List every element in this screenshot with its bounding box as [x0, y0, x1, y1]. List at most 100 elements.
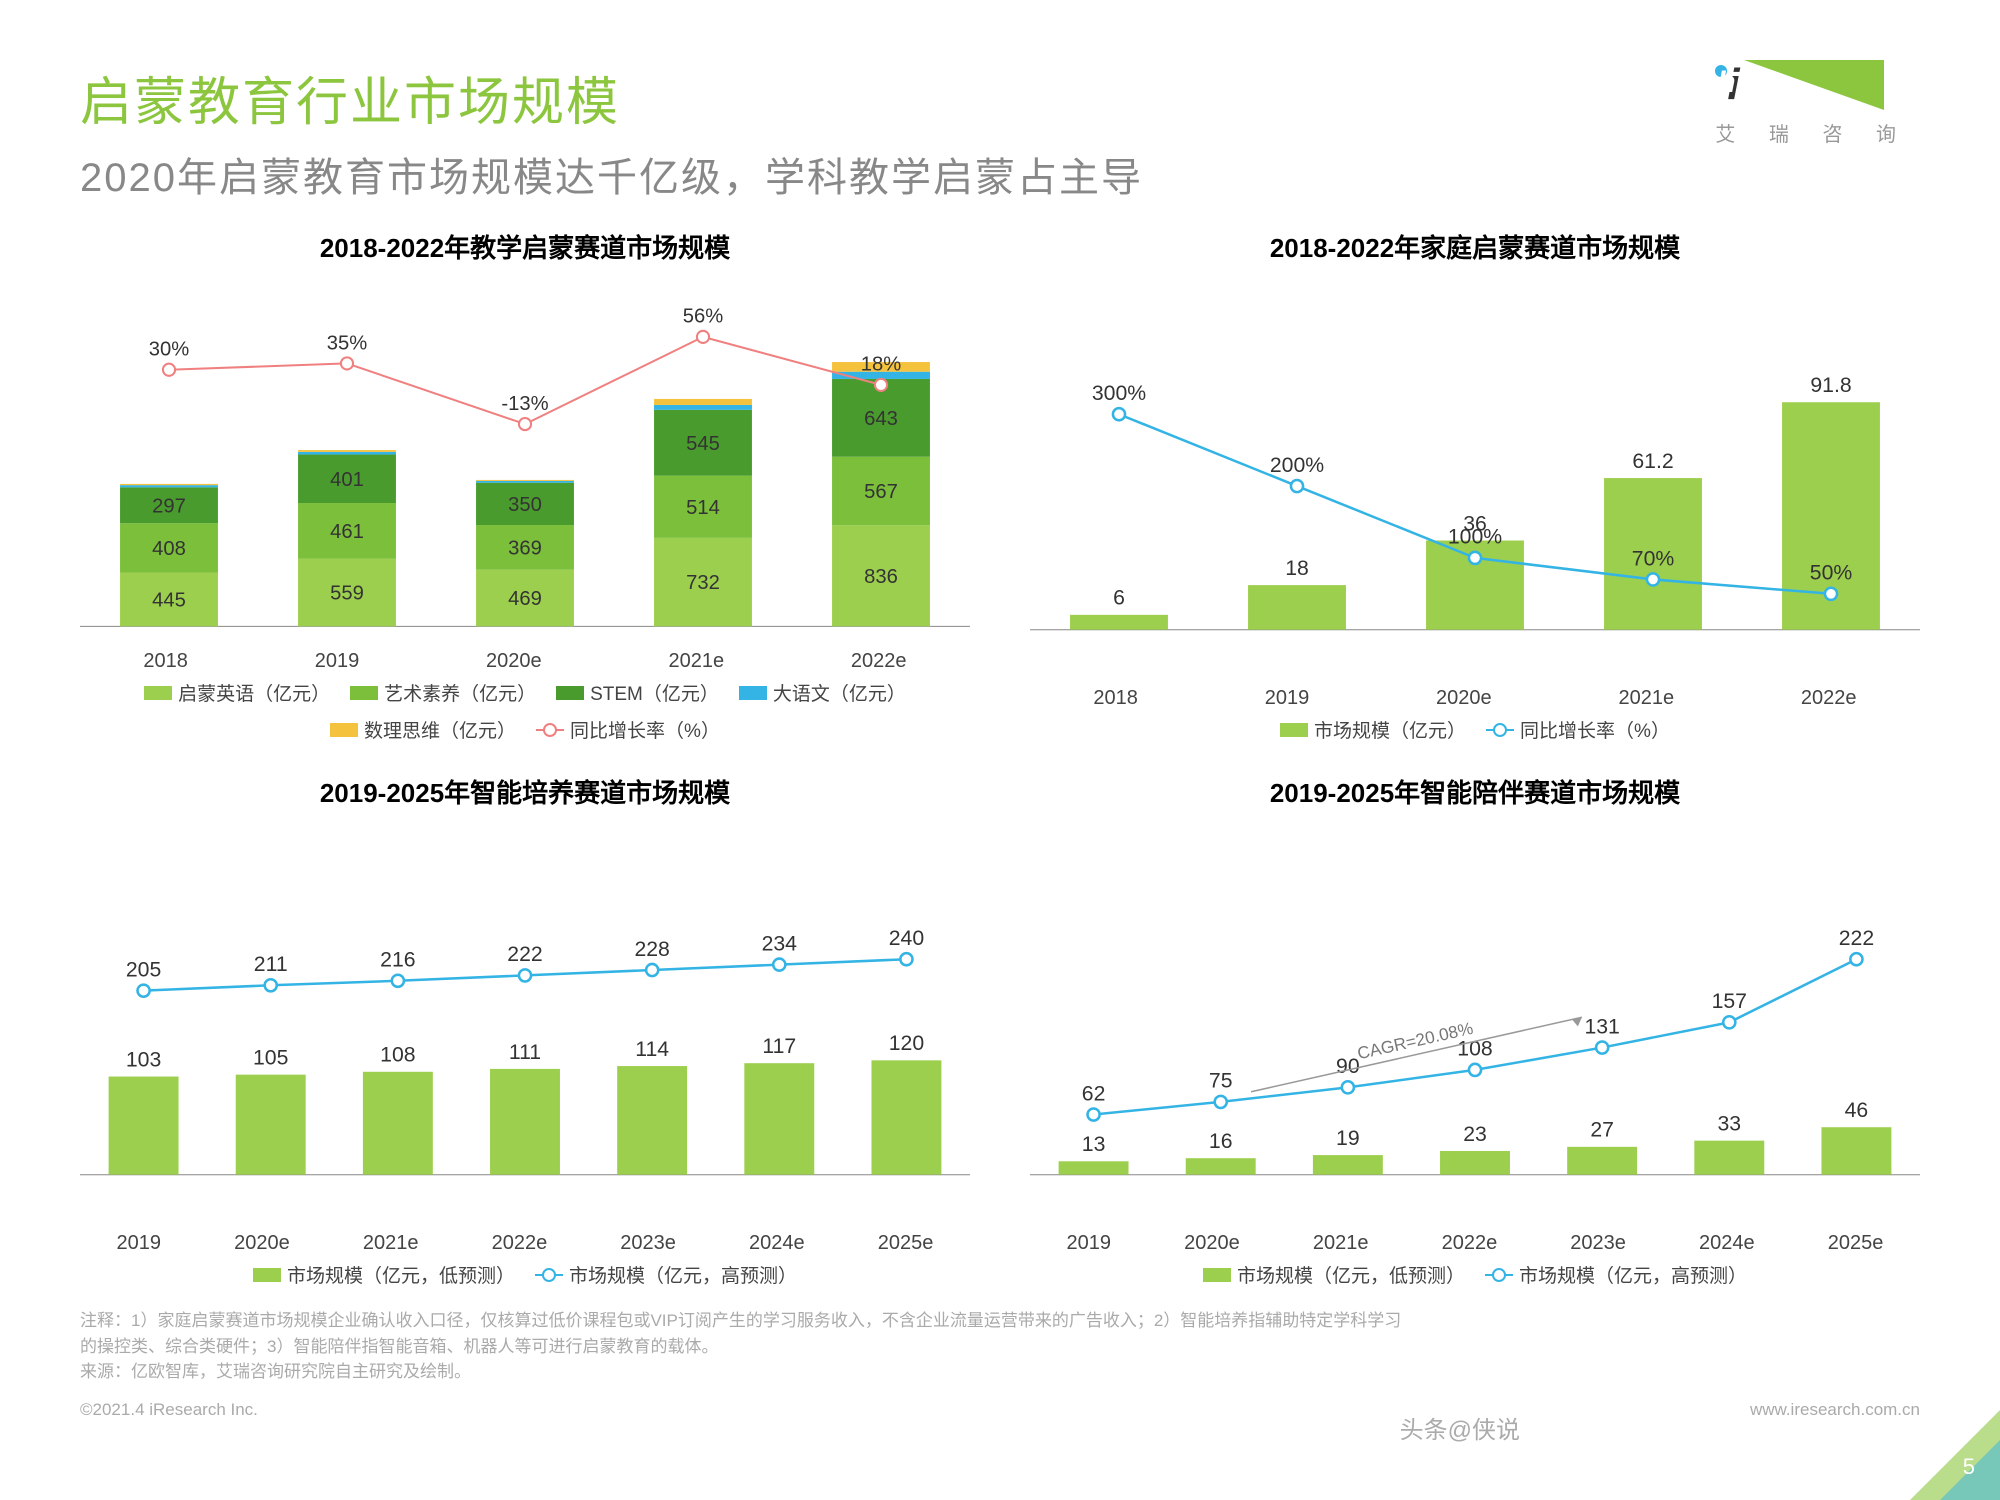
- svg-text:408: 408: [152, 538, 186, 560]
- svg-text:240: 240: [889, 927, 924, 950]
- page-subtitle: 2020年启蒙教育市场规模达千亿级，学科教学启蒙占主导: [80, 145, 1920, 203]
- svg-text:732: 732: [686, 572, 720, 594]
- svg-text:108: 108: [380, 1044, 415, 1067]
- x-label: 2022e: [1801, 687, 1857, 710]
- svg-text:157: 157: [1712, 990, 1747, 1013]
- plot1: 4454082975594614014693693507325145458365…: [80, 275, 970, 644]
- x-label: 2022e: [1442, 1232, 1498, 1255]
- chart-family-track: 2018-2022年家庭启蒙赛道市场规模 6183661.291.8300%20…: [1030, 228, 1920, 743]
- x-label: 2024e: [1699, 1232, 1755, 1255]
- svg-text:46: 46: [1845, 1099, 1869, 1122]
- x-label: 2020e: [1184, 1232, 1240, 1255]
- svg-text:111: 111: [509, 1041, 541, 1064]
- svg-text:461: 461: [330, 521, 364, 543]
- svg-text:16: 16: [1209, 1130, 1233, 1153]
- svg-text:131: 131: [1584, 1015, 1619, 1038]
- chart-title: 2018-2022年教学启蒙赛道市场规模: [80, 228, 970, 265]
- svg-text:297: 297: [152, 495, 186, 517]
- x-label: 2019: [315, 650, 360, 673]
- svg-text:75: 75: [1209, 1070, 1233, 1093]
- svg-text:514: 514: [686, 497, 720, 519]
- svg-text:90: 90: [1336, 1055, 1360, 1078]
- x-label: 2024e: [749, 1232, 805, 1255]
- svg-text:56%: 56%: [683, 306, 723, 328]
- legend-item: STEM（亿元）: [556, 679, 719, 706]
- x-label: 2023e: [1570, 1232, 1626, 1255]
- legend-item: 市场规模（亿元，高预测）: [535, 1261, 797, 1288]
- legend-item: 数理思维（亿元）: [330, 716, 516, 743]
- legend-item: 同比增长率（%）: [1486, 716, 1670, 743]
- svg-text:13: 13: [1082, 1133, 1106, 1156]
- svg-text:643: 643: [864, 408, 898, 430]
- svg-text:216: 216: [380, 949, 415, 972]
- svg-text:205: 205: [126, 959, 161, 982]
- legend-item: 启蒙英语（亿元）: [144, 679, 330, 706]
- svg-text:234: 234: [762, 932, 798, 955]
- plot4: 13161923273346627590108131157222CAGR=20.…: [1030, 820, 1920, 1226]
- svg-text:836: 836: [864, 566, 898, 588]
- x-label: 2023e: [620, 1232, 676, 1255]
- svg-text:30%: 30%: [149, 339, 189, 361]
- svg-text:19: 19: [1336, 1127, 1360, 1150]
- watermark: 头条@侠说: [1400, 1410, 1520, 1445]
- svg-text:120: 120: [889, 1032, 924, 1055]
- svg-text:91.8: 91.8: [1810, 374, 1851, 397]
- chart-teaching-track: 2018-2022年教学启蒙赛道市场规模 445 408 297 559 461 401 4…: [80, 228, 970, 743]
- x-label: 2021e: [1313, 1232, 1369, 1255]
- svg-text:200%: 200%: [1270, 454, 1324, 477]
- svg-text:114: 114: [635, 1038, 669, 1061]
- svg-text:33: 33: [1717, 1113, 1741, 1136]
- legend-item: 同比增长率（%）: [536, 716, 720, 743]
- svg-text:6: 6: [1113, 587, 1125, 610]
- logo: i Research 艾 瑞 咨 询: [1715, 60, 1910, 147]
- svg-text:23: 23: [1463, 1123, 1487, 1146]
- svg-text:61.2: 61.2: [1632, 450, 1673, 473]
- svg-text:559: 559: [330, 583, 364, 605]
- x-label: 2019: [117, 1232, 162, 1255]
- x-label: 2021e: [1618, 687, 1674, 710]
- legend-item: 市场规模（亿元，低预测）: [1203, 1261, 1465, 1288]
- svg-text:18: 18: [1285, 557, 1309, 580]
- svg-text:117: 117: [762, 1035, 796, 1058]
- footer-notes: 注释：1）家庭启蒙赛道市场规模企业确认收入口径，仅核算过低价课程包或VIP订阅产…: [80, 1308, 1920, 1385]
- svg-text:222: 222: [507, 943, 542, 966]
- x-label: 2019: [1265, 687, 1310, 710]
- svg-text:469: 469: [508, 588, 542, 610]
- chart-title: 2018-2022年家庭启蒙赛道市场规模: [1030, 228, 1920, 265]
- svg-text:300%: 300%: [1092, 382, 1146, 405]
- chart-title: 2019-2025年智能培养赛道市场规模: [80, 773, 970, 810]
- charts-grid: 2018-2022年教学启蒙赛道市场规模 445 408 297 559 461 401 4…: [80, 228, 1920, 1288]
- page-number: 5: [1963, 1454, 1975, 1480]
- svg-text:70%: 70%: [1632, 547, 1675, 570]
- plot2: 6183661.291.8300%200%100%70%50%: [1030, 275, 1920, 681]
- legend-item: 市场规模（亿元，高预测）: [1485, 1261, 1747, 1288]
- legend-item: 大语文（亿元）: [739, 679, 906, 706]
- x-label: 2020e: [486, 650, 542, 673]
- svg-text:228: 228: [634, 938, 669, 961]
- x-label: 2018: [143, 650, 188, 673]
- svg-text:350: 350: [508, 494, 542, 516]
- x-label: 2019: [1067, 1232, 1112, 1255]
- legend-item: 市场规模（亿元）: [1280, 716, 1466, 743]
- legend-item: 市场规模（亿元，低预测）: [253, 1261, 515, 1288]
- legend-item: 艺术素养（亿元）: [350, 679, 536, 706]
- svg-text:211: 211: [254, 953, 288, 976]
- svg-text:567: 567: [864, 481, 898, 503]
- chart-smart-cultivate: 2019-2025年智能培养赛道市场规模 1031051081111141171…: [80, 773, 970, 1288]
- svg-text:27: 27: [1590, 1119, 1614, 1142]
- x-label: 2022e: [851, 650, 907, 673]
- svg-text:445: 445: [152, 590, 186, 612]
- x-label: 2020e: [1436, 687, 1492, 710]
- svg-text:401: 401: [330, 469, 364, 491]
- footer-bar: ©2021.4 iResearch Inc. www.iresearch.com…: [80, 1400, 1920, 1420]
- plot3: 1031051081111141171202052112162222282342…: [80, 820, 970, 1226]
- chart-title: 2019-2025年智能陪伴赛道市场规模: [1030, 773, 1920, 810]
- x-label: 2021e: [668, 650, 724, 673]
- svg-text:62: 62: [1082, 1082, 1106, 1105]
- chart-smart-companion: 2019-2025年智能陪伴赛道市场规模 13 16 19 23 27 33 46 62 75 9…: [1030, 773, 1920, 1288]
- x-label: 2020e: [234, 1232, 290, 1255]
- svg-text:-13%: -13%: [501, 393, 548, 415]
- x-label: 2021e: [363, 1232, 419, 1255]
- svg-text:18%: 18%: [861, 354, 901, 376]
- svg-text:50%: 50%: [1810, 562, 1853, 585]
